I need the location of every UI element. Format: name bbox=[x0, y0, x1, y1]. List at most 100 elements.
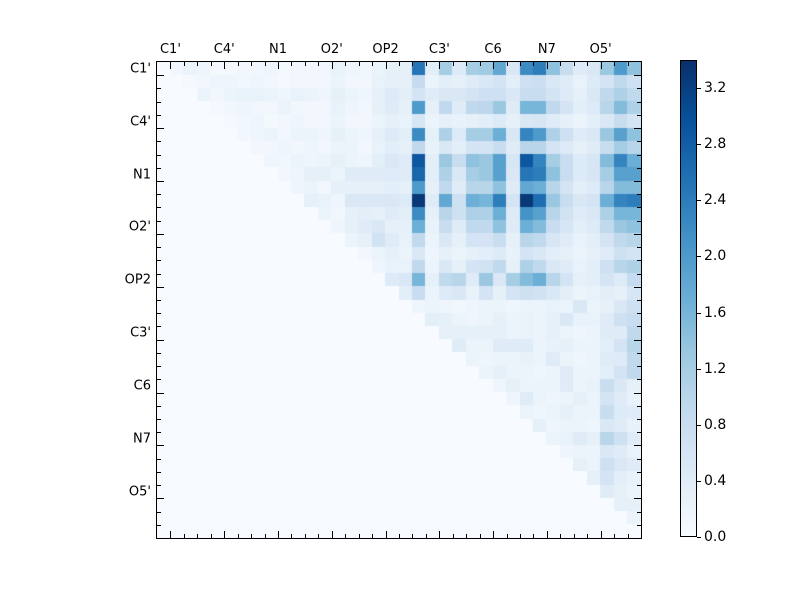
axis-tick-mark bbox=[637, 471, 641, 473]
axis-tick-mark bbox=[170, 62, 172, 69]
axis-tick-mark bbox=[479, 62, 481, 66]
heatmap-plot-area bbox=[156, 61, 642, 539]
axis-tick-mark bbox=[637, 141, 641, 143]
axis-tick-mark bbox=[466, 534, 468, 538]
axis-tick-mark bbox=[157, 498, 164, 500]
axis-tick-mark bbox=[358, 534, 360, 538]
axis-tick-mark bbox=[425, 534, 427, 538]
axis-tick-mark bbox=[157, 511, 161, 513]
axis-tick-mark bbox=[637, 313, 641, 315]
axis-tick-mark bbox=[157, 286, 164, 288]
axis-tick-mark bbox=[412, 534, 414, 538]
x-tick-label-c4p: C4' bbox=[213, 42, 235, 57]
axis-tick-mark bbox=[600, 62, 602, 69]
axis-tick-mark bbox=[318, 62, 320, 66]
axis-tick-mark bbox=[634, 181, 641, 182]
axis-tick-mark bbox=[157, 194, 161, 196]
axis-tick-mark bbox=[425, 62, 427, 66]
axis-tick-mark bbox=[157, 313, 161, 315]
axis-tick-mark bbox=[170, 531, 172, 538]
axis-tick-mark bbox=[493, 62, 495, 69]
axis-tick-mark bbox=[634, 128, 641, 130]
axis-tick-mark bbox=[157, 524, 161, 526]
axis-tick-mark bbox=[251, 534, 253, 538]
colorbar-tick-label-1.6: 1.6 bbox=[704, 304, 727, 321]
y-tick-label-n7: N7 bbox=[133, 431, 151, 447]
axis-tick-mark bbox=[157, 419, 161, 420]
colorbar-tick-mark bbox=[697, 480, 701, 482]
axis-tick-mark bbox=[637, 326, 641, 328]
colorbar-tick-label-0.0: 0.0 bbox=[704, 529, 727, 545]
axis-tick-mark bbox=[358, 62, 360, 66]
axis-tick-mark bbox=[520, 534, 521, 538]
axis-tick-mark bbox=[157, 485, 161, 487]
axis-tick-mark bbox=[634, 339, 641, 341]
axis-tick-mark bbox=[157, 233, 164, 235]
axis-tick-mark bbox=[637, 194, 641, 196]
x-tick-label-o5p: O5' bbox=[589, 42, 612, 57]
axis-tick-mark bbox=[385, 531, 387, 538]
axis-tick-mark bbox=[439, 62, 441, 69]
axis-tick-mark bbox=[634, 392, 641, 394]
axis-tick-mark bbox=[264, 62, 266, 66]
axis-tick-mark bbox=[157, 114, 161, 116]
axis-tick-mark bbox=[637, 207, 641, 209]
axis-tick-mark bbox=[157, 352, 161, 354]
colorbar-tick-label-1.2: 1.2 bbox=[704, 360, 727, 377]
axis-tick-mark bbox=[637, 101, 641, 103]
x-tick-label-c1p: C1' bbox=[159, 42, 181, 57]
axis-tick-mark bbox=[224, 62, 226, 69]
axis-tick-mark bbox=[439, 531, 441, 538]
axis-tick-mark bbox=[157, 154, 161, 156]
colorbar-tick-mark bbox=[697, 312, 701, 314]
colorbar-tick-label-0.8: 0.8 bbox=[704, 416, 727, 433]
y-tick-label-o5p: O5' bbox=[128, 484, 151, 500]
axis-tick-mark bbox=[573, 62, 575, 66]
axis-tick-mark bbox=[614, 534, 616, 538]
axis-tick-mark bbox=[493, 531, 495, 538]
axis-tick-mark bbox=[291, 534, 293, 538]
axis-tick-mark bbox=[452, 62, 454, 66]
axis-tick-mark bbox=[637, 167, 641, 169]
axis-tick-mark bbox=[157, 300, 161, 301]
axis-tick-mark bbox=[637, 114, 641, 116]
colorbar-tick-mark bbox=[697, 537, 701, 538]
axis-tick-mark bbox=[157, 220, 161, 222]
axis-tick-mark bbox=[637, 154, 641, 156]
axis-tick-mark bbox=[237, 62, 239, 66]
x-tick-label-op2: OP2 bbox=[372, 42, 399, 57]
axis-tick-mark bbox=[372, 534, 374, 538]
axis-tick-mark bbox=[560, 534, 562, 538]
axis-tick-mark bbox=[634, 445, 641, 447]
axis-tick-mark bbox=[637, 220, 641, 222]
axis-tick-mark bbox=[573, 534, 575, 538]
axis-tick-mark bbox=[157, 128, 164, 130]
axis-tick-mark bbox=[157, 458, 161, 460]
colorbar-tick-label-2.4: 2.4 bbox=[704, 192, 727, 209]
colorbar-tick-mark bbox=[697, 88, 701, 90]
y-tick-label-o2p: O2' bbox=[128, 219, 151, 235]
axis-tick-mark bbox=[210, 534, 212, 538]
axis-tick-mark bbox=[157, 366, 161, 368]
axis-tick-mark bbox=[157, 405, 161, 407]
axis-tick-mark bbox=[304, 62, 306, 66]
axis-tick-mark bbox=[520, 62, 521, 66]
axis-tick-mark bbox=[637, 485, 641, 487]
colorbar-tick-mark bbox=[697, 144, 701, 146]
axis-tick-mark bbox=[345, 62, 347, 66]
axis-tick-mark bbox=[157, 207, 161, 209]
axis-tick-mark bbox=[157, 88, 161, 90]
axis-tick-mark bbox=[614, 62, 616, 66]
axis-tick-mark bbox=[291, 62, 293, 66]
axis-tick-mark bbox=[637, 458, 641, 460]
colorbar bbox=[680, 60, 697, 537]
axis-tick-mark bbox=[587, 62, 589, 66]
heatmap-canvas bbox=[157, 62, 641, 538]
axis-tick-mark bbox=[345, 534, 347, 538]
axis-tick-mark bbox=[479, 534, 481, 538]
axis-tick-mark bbox=[157, 432, 161, 434]
axis-tick-mark bbox=[600, 531, 602, 538]
axis-tick-mark bbox=[385, 62, 387, 69]
y-tick-label-c1p: C1' bbox=[130, 61, 151, 77]
